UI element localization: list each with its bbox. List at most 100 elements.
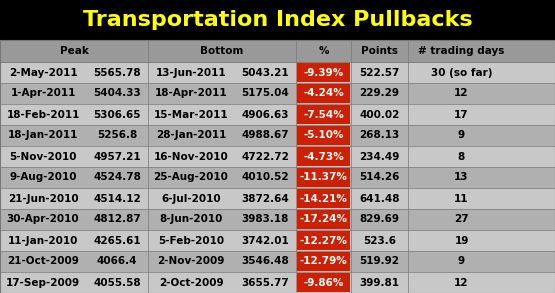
Text: 2-May-2011: 2-May-2011 — [9, 67, 77, 78]
Bar — [0, 62, 555, 83]
Text: 18-Apr-2011: 18-Apr-2011 — [155, 88, 228, 98]
Text: 15-Mar-2011: 15-Mar-2011 — [154, 110, 228, 120]
Bar — [0, 272, 555, 293]
Text: 11: 11 — [454, 193, 469, 204]
Bar — [297, 168, 350, 187]
Text: -14.21%: -14.21% — [300, 193, 347, 204]
Bar — [0, 0, 555, 40]
Bar — [297, 84, 350, 103]
Text: %: % — [318, 46, 329, 56]
Text: -12.27%: -12.27% — [300, 236, 347, 246]
Text: 8-Jun-2010: 8-Jun-2010 — [159, 214, 223, 224]
Text: 30-Apr-2010: 30-Apr-2010 — [7, 214, 79, 224]
Text: 2-Oct-2009: 2-Oct-2009 — [159, 277, 223, 287]
Text: 4722.72: 4722.72 — [241, 151, 289, 161]
Bar — [0, 167, 555, 188]
Text: 523.6: 523.6 — [363, 236, 396, 246]
Text: 4988.67: 4988.67 — [241, 130, 289, 141]
Text: 5175.04: 5175.04 — [241, 88, 289, 98]
Text: 400.02: 400.02 — [359, 110, 400, 120]
Text: 5-Nov-2010: 5-Nov-2010 — [9, 151, 77, 161]
Text: 4812.87: 4812.87 — [93, 214, 141, 224]
Text: 5306.65: 5306.65 — [93, 110, 141, 120]
Text: 12: 12 — [454, 277, 469, 287]
Text: 4906.63: 4906.63 — [241, 110, 289, 120]
Bar — [0, 188, 555, 209]
Bar — [297, 210, 350, 229]
Text: 21-Oct-2009: 21-Oct-2009 — [7, 256, 79, 267]
Text: 519.92: 519.92 — [360, 256, 400, 267]
Text: 2-Nov-2009: 2-Nov-2009 — [157, 256, 225, 267]
Text: # trading days: # trading days — [418, 46, 504, 56]
Text: 399.81: 399.81 — [360, 277, 400, 287]
Text: -5.10%: -5.10% — [303, 130, 344, 141]
Text: -17.24%: -17.24% — [300, 214, 347, 224]
Bar — [0, 251, 555, 272]
Text: -9.86%: -9.86% — [304, 277, 344, 287]
Text: 9: 9 — [458, 130, 465, 141]
Text: 5404.33: 5404.33 — [93, 88, 141, 98]
Bar — [0, 230, 555, 251]
Text: -7.54%: -7.54% — [303, 110, 344, 120]
Text: -9.39%: -9.39% — [304, 67, 344, 78]
Bar — [0, 125, 555, 146]
Bar — [0, 83, 555, 104]
Text: 13: 13 — [454, 173, 469, 183]
Bar — [0, 40, 555, 62]
Text: 3655.77: 3655.77 — [241, 277, 289, 287]
Text: 28-Jan-2011: 28-Jan-2011 — [156, 130, 226, 141]
Text: 641.48: 641.48 — [359, 193, 400, 204]
Text: 13-Jun-2011: 13-Jun-2011 — [156, 67, 226, 78]
Text: 8: 8 — [458, 151, 465, 161]
Bar — [297, 231, 350, 250]
Text: 3983.18: 3983.18 — [241, 214, 289, 224]
Bar — [297, 105, 350, 124]
Text: Points: Points — [361, 46, 398, 56]
Text: 522.57: 522.57 — [359, 67, 400, 78]
Text: 268.13: 268.13 — [360, 130, 400, 141]
Bar — [297, 147, 350, 166]
Text: -11.37%: -11.37% — [300, 173, 347, 183]
Text: 4957.21: 4957.21 — [93, 151, 141, 161]
Text: 27: 27 — [454, 214, 469, 224]
Bar — [297, 189, 350, 208]
Text: 12: 12 — [454, 88, 469, 98]
Bar — [0, 209, 555, 230]
Text: 21-Jun-2010: 21-Jun-2010 — [8, 193, 78, 204]
Text: -12.79%: -12.79% — [300, 256, 347, 267]
Text: 19: 19 — [455, 236, 468, 246]
Text: 3742.01: 3742.01 — [241, 236, 289, 246]
Text: 4066.4: 4066.4 — [97, 256, 137, 267]
Bar — [297, 63, 350, 82]
Text: 11-Jan-2010: 11-Jan-2010 — [8, 236, 78, 246]
Text: 1-Apr-2011: 1-Apr-2011 — [11, 88, 75, 98]
Text: 4265.61: 4265.61 — [93, 236, 141, 246]
Text: 4055.58: 4055.58 — [93, 277, 141, 287]
Bar — [0, 104, 555, 125]
Text: Peak: Peak — [59, 46, 88, 56]
Text: 17: 17 — [454, 110, 469, 120]
Text: 17-Sep-2009: 17-Sep-2009 — [6, 277, 80, 287]
Bar — [0, 146, 555, 167]
Bar — [297, 252, 350, 271]
Text: 16-Nov-2010: 16-Nov-2010 — [154, 151, 228, 161]
Text: 18-Jan-2011: 18-Jan-2011 — [8, 130, 78, 141]
Text: 4524.78: 4524.78 — [93, 173, 141, 183]
Text: 18-Feb-2011: 18-Feb-2011 — [6, 110, 80, 120]
Text: 6-Jul-2010: 6-Jul-2010 — [161, 193, 221, 204]
Text: 5256.8: 5256.8 — [97, 130, 137, 141]
Text: 9-Aug-2010: 9-Aug-2010 — [9, 173, 77, 183]
Text: -4.24%: -4.24% — [303, 88, 344, 98]
Text: 4010.52: 4010.52 — [241, 173, 289, 183]
Text: 25-Aug-2010: 25-Aug-2010 — [154, 173, 229, 183]
Text: 5-Feb-2010: 5-Feb-2010 — [158, 236, 224, 246]
Text: 229.29: 229.29 — [360, 88, 400, 98]
Text: 514.26: 514.26 — [359, 173, 400, 183]
Text: 5043.21: 5043.21 — [241, 67, 289, 78]
Text: -4.73%: -4.73% — [303, 151, 344, 161]
Text: 9: 9 — [458, 256, 465, 267]
Text: 234.49: 234.49 — [359, 151, 400, 161]
Text: 3872.64: 3872.64 — [241, 193, 289, 204]
Bar — [297, 126, 350, 145]
Text: 829.69: 829.69 — [360, 214, 400, 224]
